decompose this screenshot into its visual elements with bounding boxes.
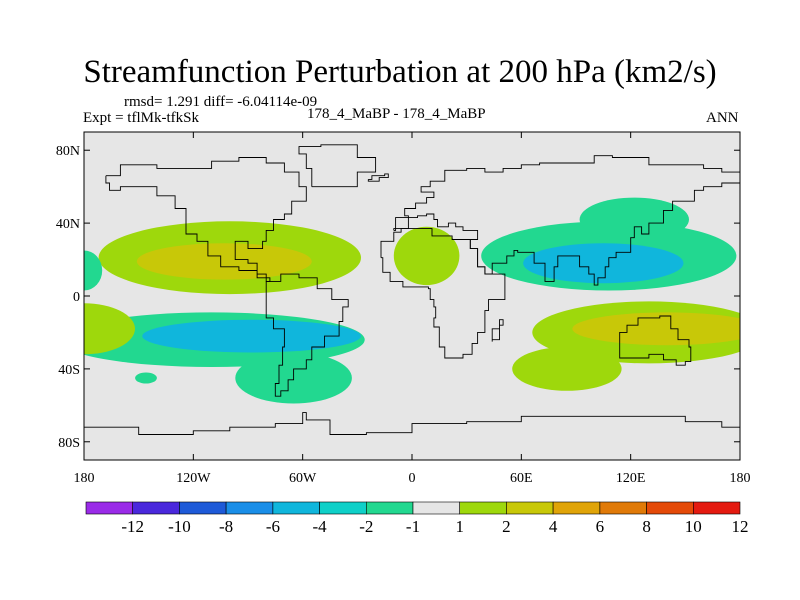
x-tick-label: 0	[409, 471, 416, 486]
colorbar-label: -8	[219, 517, 233, 536]
colorbar-label: -6	[266, 517, 280, 536]
coastline-iceland	[367, 173, 389, 182]
colorbar-swatch	[646, 501, 694, 515]
colorbar-swatch	[85, 501, 134, 515]
x-tick-label: 120E	[616, 471, 646, 486]
coastline-eurasia	[393, 155, 740, 286]
colorbar-swatch	[412, 501, 461, 515]
y-tick-label: 40S	[58, 363, 80, 378]
colorbar-swatch	[552, 501, 601, 515]
chart-title: Streamfunction Perturbation at 200 hPa (…	[83, 54, 717, 90]
colorbar-swatch	[179, 501, 227, 515]
colorbar-swatch	[272, 501, 320, 515]
colorbar-label: -1	[406, 517, 420, 536]
coastline-greenland	[298, 144, 377, 188]
colorbar-label: 4	[549, 517, 558, 536]
x-tick-label: 60W	[289, 471, 317, 486]
contour-region-sh-small-negative-blob	[135, 372, 157, 384]
colorbar-swatch	[692, 501, 741, 515]
coastline-africa	[380, 228, 506, 359]
colorbar-swatch	[319, 501, 367, 515]
contour-region-sh-pacific-negative-inner	[142, 319, 361, 353]
colorbar-label: 10	[685, 517, 702, 536]
colorbar-label: -12	[121, 517, 144, 536]
coastline-north-america	[105, 157, 307, 282]
colorbar-label: -10	[168, 517, 191, 536]
colorbar-swatch	[132, 501, 180, 515]
colorbar-label: -2	[359, 517, 373, 536]
colorbar-swatch	[225, 501, 274, 515]
season-label: ANN	[706, 110, 739, 126]
experiment-label: Expt = tflMk-tfkSk	[83, 110, 199, 126]
stats-label: rmsd= 1.291 diff= -6.04114e-09	[124, 94, 318, 110]
contour-region-nh-pacific-positive-inner	[136, 243, 312, 280]
contour-region-sh-indian-positive-tail	[512, 347, 622, 391]
colorbar-swatch	[365, 501, 414, 515]
y-tick-label: 40N	[56, 217, 80, 232]
contour-field	[84, 197, 740, 404]
x-tick-label: 120W	[176, 471, 211, 486]
x-tick-label: 180	[730, 471, 751, 486]
colorbar-label: 12	[732, 517, 749, 536]
x-tick-label: 180	[74, 471, 95, 486]
y-tick-label: 80N	[56, 144, 80, 159]
colorbar-label: 8	[642, 517, 651, 536]
coastlines	[84, 144, 740, 435]
plot-background	[84, 132, 740, 460]
contour-region-nh-asia-negative-inner	[523, 243, 684, 284]
colorbar-label: 2	[502, 517, 511, 536]
case-label: 178_4_MaBP - 178_4_MaBP	[307, 106, 486, 122]
contour-region-nh-atlantic-positive	[393, 226, 460, 286]
y-tick-label: 80S	[58, 436, 80, 451]
colorbar-swatch	[599, 501, 647, 515]
coastline-australia	[619, 315, 692, 366]
contour-region-sh-indian-positive-inner	[572, 312, 740, 346]
colorbar-swatch	[459, 501, 507, 515]
y-tick-label: 0	[73, 290, 80, 305]
colorbar: -12 -10 -8 -6 -4 -2 -1 1 2 4 6 8 10 12	[85, 501, 749, 536]
colorbar-swatch	[506, 501, 554, 515]
coastline-south-america	[265, 273, 349, 397]
contour-region-nh-west-edge-negative	[84, 250, 103, 291]
x-tick-label: 60E	[510, 471, 533, 486]
contour-region-sh-west-edge-positive	[84, 303, 135, 355]
colorbar-label: 6	[596, 517, 605, 536]
coastline-antarctica	[84, 412, 740, 435]
colorbar-label: 1	[455, 517, 464, 536]
contour-region-nh-asia-negative-northlobe	[579, 197, 689, 242]
colorbar-label: -4	[313, 517, 328, 536]
axes: 180 120W 60W 0 60E 120E 180 80N 40N 0 40S 80S	[56, 132, 751, 486]
coastline-madagascar	[491, 319, 504, 342]
